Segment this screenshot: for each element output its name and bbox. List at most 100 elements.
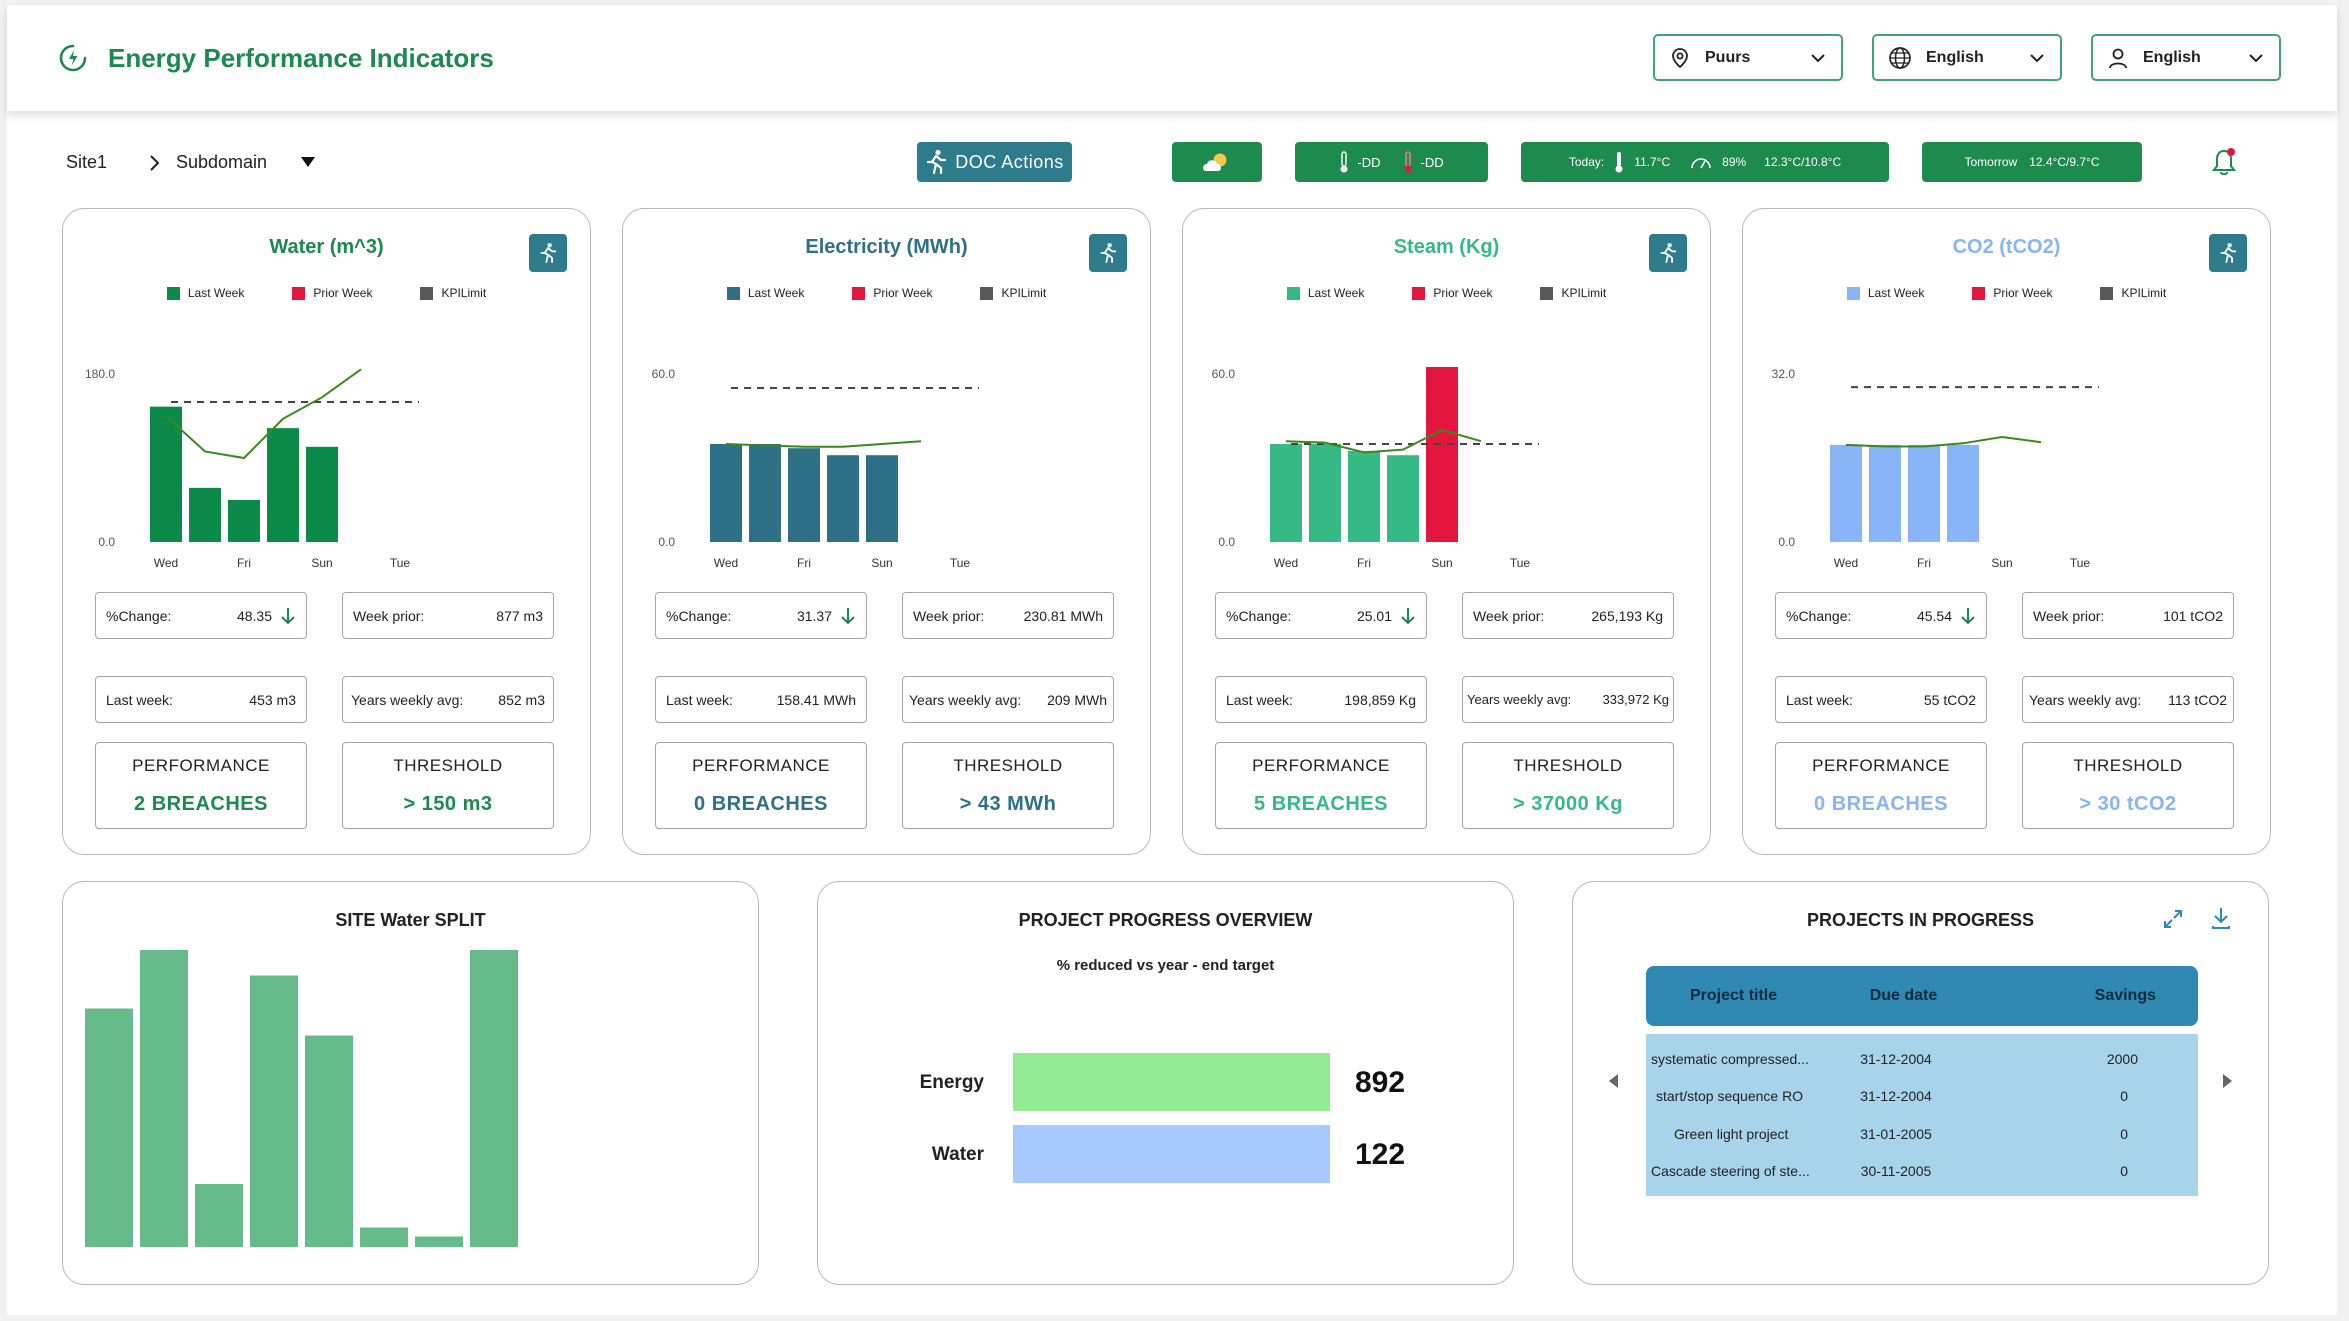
chevron-down-icon: [1811, 53, 1825, 62]
bar[interactable]: [1270, 444, 1302, 542]
bar[interactable]: [1908, 444, 1940, 542]
week-prior-value: 265,193 Kg: [1591, 607, 1663, 624]
bar[interactable]: [827, 455, 859, 542]
card-actions-button[interactable]: [529, 234, 567, 272]
caret-down-icon[interactable]: [300, 155, 316, 169]
split-bar[interactable]: [195, 1184, 243, 1247]
today-temp: 11.7°C: [1634, 155, 1671, 169]
bar[interactable]: [267, 428, 299, 542]
bar[interactable]: [228, 500, 260, 542]
bar[interactable]: [788, 448, 820, 542]
kpi-card-electricity: Electricity (MWh) Last Week Prior Week K…: [622, 208, 1151, 855]
table-row[interactable]: Cascade steering of ste... 30-11-2005 0: [1651, 1163, 2128, 1180]
legend-last-week: Last Week: [1846, 286, 1924, 300]
x-tick-label: Wed: [714, 556, 738, 570]
breadcrumb-subdomain[interactable]: Subdomain: [176, 152, 268, 172]
card-actions-button[interactable]: [2209, 234, 2247, 272]
card-actions-button[interactable]: [1649, 234, 1687, 272]
bar[interactable]: [1869, 444, 1901, 542]
x-tick-label: Sun: [1431, 556, 1452, 570]
chevron-right-icon[interactable]: [2221, 1072, 2235, 1090]
change-value: 45.54: [1916, 607, 1952, 624]
column-header[interactable]: Due date: [1869, 987, 1938, 1004]
y-tick-label: 0.0: [98, 535, 115, 549]
language-value: English: [1926, 48, 1984, 66]
location-dropdown[interactable]: Puurs: [1653, 34, 1843, 81]
doc-actions-button[interactable]: DOC Actions: [917, 142, 1072, 182]
progress-bar[interactable]: [1013, 1125, 1330, 1183]
legend-swatch: [1972, 286, 1986, 300]
bar[interactable]: [1309, 444, 1341, 542]
last-week-box: Last week: 198,859 Kg: [1215, 676, 1427, 723]
panel-subtitle: % reduced vs year - end target: [1056, 957, 1275, 974]
bar[interactable]: [1830, 444, 1862, 542]
legend-swatch: [420, 286, 434, 300]
split-bar[interactable]: [250, 975, 298, 1248]
years-avg-value: 209 MWh: [1047, 691, 1107, 708]
years-avg-value: 333,972 Kg: [1602, 692, 1669, 707]
legend-swatch: [1540, 286, 1554, 300]
download-icon[interactable]: [2210, 906, 2232, 930]
split-bar[interactable]: [470, 950, 518, 1247]
weather-button[interactable]: [1172, 142, 1262, 182]
years-avg-value: 113 tCO2: [2168, 691, 2227, 708]
legend-swatch: [980, 286, 994, 300]
card-title: CO2 (tCO2): [1952, 236, 2061, 258]
x-tick-label: Fri: [237, 556, 251, 570]
bar[interactable]: [150, 406, 182, 542]
chevron-left-icon[interactable]: [1606, 1072, 1620, 1090]
app-title: Energy Performance Indicators: [108, 43, 494, 73]
change-box: %Change: 31.37: [655, 592, 867, 639]
expand-icon[interactable]: [2162, 908, 2184, 930]
globe-icon: [1889, 46, 1911, 69]
column-header[interactable]: Savings: [2094, 987, 2156, 1004]
column-header[interactable]: Project title: [1690, 987, 1778, 1004]
threshold-box: THRESHOLD > 43 MWh: [902, 742, 1114, 829]
bar[interactable]: [189, 487, 221, 542]
legend-swatch: [726, 286, 740, 300]
performance-box: PERFORMANCE 0 BREACHES: [655, 742, 867, 829]
bell-icon[interactable]: [2211, 147, 2237, 177]
running-person-icon: [1660, 243, 1677, 263]
bar[interactable]: [306, 446, 338, 542]
user-dropdown[interactable]: English: [2091, 34, 2281, 81]
tomorrow-range: 12.4°C/9.7°C: [2029, 155, 2100, 169]
bar[interactable]: [1947, 444, 1979, 542]
legend-swatch: [1412, 286, 1426, 300]
split-bar[interactable]: [140, 950, 188, 1247]
threshold-box: THRESHOLD > 30 tCO2: [2022, 742, 2234, 829]
legend-kpi-limit: KPILimit: [1540, 286, 1606, 300]
bar[interactable]: [866, 455, 898, 542]
bar[interactable]: [710, 444, 742, 542]
split-bar[interactable]: [85, 1008, 133, 1248]
bar[interactable]: [1348, 451, 1380, 542]
prior-week-line: [165, 368, 362, 460]
split-bar[interactable]: [415, 1236, 463, 1248]
progress-bar[interactable]: [1013, 1053, 1330, 1111]
x-tick-label: Wed: [1834, 556, 1858, 570]
running-person-icon: [1100, 243, 1117, 263]
bar[interactable]: [749, 444, 781, 542]
change-value: 25.01: [1356, 607, 1392, 624]
language-dropdown[interactable]: English: [1872, 34, 2062, 81]
thermometer-hot-icon: [1404, 151, 1411, 173]
legend-prior-week: Prior Week: [852, 286, 932, 300]
legend-kpi-limit: KPILimit: [980, 286, 1046, 300]
table-row[interactable]: systematic compressed... 31-12-2004 2000: [1651, 1050, 2138, 1067]
breadcrumb-site[interactable]: Site1: [66, 152, 108, 172]
split-bar[interactable]: [360, 1227, 408, 1248]
legend-prior-week: Prior Week: [292, 286, 372, 300]
x-tick-label: Tue: [390, 556, 411, 570]
bar[interactable]: [1426, 367, 1458, 542]
x-tick-label: Fri: [797, 556, 811, 570]
tomorrow-label: Tomorrow: [1964, 155, 2018, 169]
card-actions-button[interactable]: [1089, 234, 1127, 272]
split-bar[interactable]: [305, 1035, 353, 1248]
today-label: Today:: [1568, 155, 1605, 169]
today-range: 12.3°C/10.8°C: [1764, 155, 1842, 169]
threshold-value: > 150 m3: [403, 793, 493, 815]
bar[interactable]: [1387, 455, 1419, 542]
table-row[interactable]: Green light project 31-01-2005 0: [1674, 1125, 2128, 1142]
table-row[interactable]: start/stop sequence RO 31-12-2004 0: [1656, 1088, 2128, 1105]
y-tick-label: 60.0: [1212, 367, 1236, 381]
